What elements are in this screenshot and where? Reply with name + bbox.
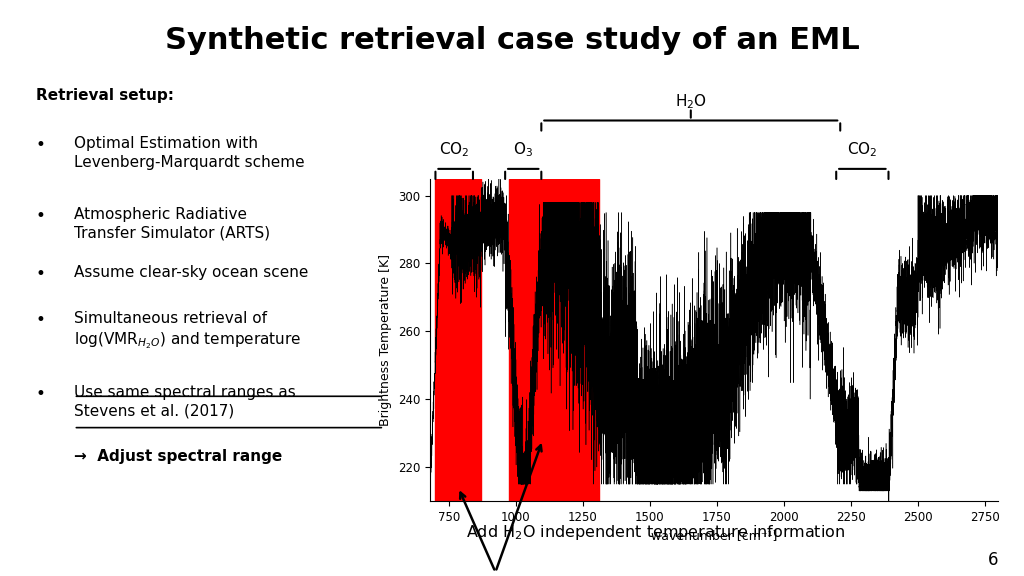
Text: Synthetic retrieval case study of an EML: Synthetic retrieval case study of an EML	[165, 26, 859, 55]
Text: •: •	[36, 136, 45, 154]
Text: →  Adjust spectral range: → Adjust spectral range	[74, 449, 282, 464]
Text: •: •	[36, 311, 45, 329]
Text: Simultaneous retrieval of
log(VMR$_{H_2O}$) and temperature: Simultaneous retrieval of log(VMR$_{H_2O…	[74, 311, 301, 351]
Text: Atmospheric Radiative
Transfer Simulator (ARTS): Atmospheric Radiative Transfer Simulator…	[74, 207, 269, 241]
Text: CO$_2$: CO$_2$	[847, 141, 878, 159]
Text: 6: 6	[988, 551, 998, 570]
Text: Add H$_2$O independent temperature information: Add H$_2$O independent temperature infor…	[466, 524, 845, 542]
Bar	[435, 179, 481, 501]
Bar	[509, 179, 599, 501]
Text: CO$_2$: CO$_2$	[439, 141, 469, 159]
Text: Optimal Estimation with
Levenberg-Marquardt scheme: Optimal Estimation with Levenberg-Marqua…	[74, 136, 304, 169]
Text: Assume clear-sky ocean scene: Assume clear-sky ocean scene	[74, 265, 308, 280]
Text: •: •	[36, 265, 45, 283]
Text: Use same spectral ranges as
Stevens et al. (2017): Use same spectral ranges as Stevens et a…	[74, 385, 295, 418]
Text: H$_2$O: H$_2$O	[675, 92, 707, 111]
Text: •: •	[36, 385, 45, 403]
Text: •: •	[36, 207, 45, 225]
Y-axis label: Brightness Temperature [K]: Brightness Temperature [K]	[380, 254, 392, 426]
Text: O$_3$: O$_3$	[513, 141, 534, 159]
Text: Retrieval setup:: Retrieval setup:	[36, 88, 174, 103]
X-axis label: wavenumber [cm⁻¹]: wavenumber [cm⁻¹]	[651, 529, 777, 543]
